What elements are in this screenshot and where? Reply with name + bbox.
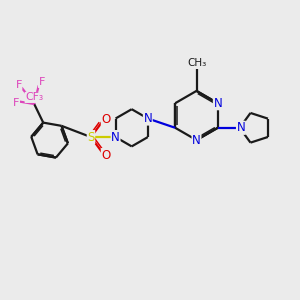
Text: N: N bbox=[236, 121, 245, 134]
Text: N: N bbox=[213, 97, 222, 110]
Text: O: O bbox=[101, 148, 111, 162]
Text: F: F bbox=[38, 77, 45, 87]
Text: CF₃: CF₃ bbox=[25, 92, 43, 102]
Text: CH₃: CH₃ bbox=[187, 58, 206, 68]
Text: N: N bbox=[143, 112, 152, 125]
Text: F: F bbox=[13, 98, 20, 108]
Text: N: N bbox=[192, 134, 201, 147]
Text: F: F bbox=[15, 80, 22, 89]
Text: S: S bbox=[87, 130, 95, 144]
Text: N: N bbox=[111, 130, 120, 144]
Text: O: O bbox=[101, 112, 111, 126]
